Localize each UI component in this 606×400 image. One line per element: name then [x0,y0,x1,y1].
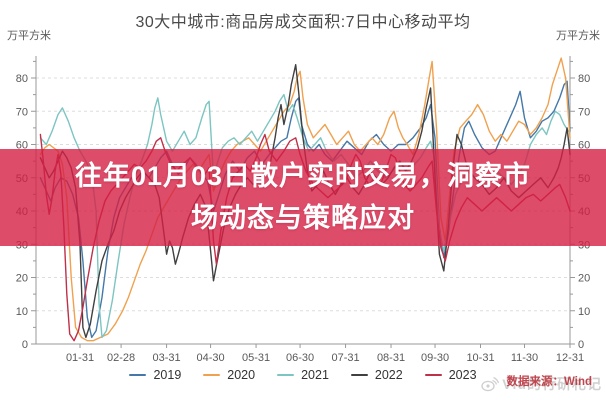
legend-label-2023: 2023 [448,368,477,382]
x-tick-label: 12-31 [556,352,584,364]
x-tick-label: 05-31 [242,352,270,364]
y-tick-label-left: 70 [16,106,28,118]
legend-label-2019: 2019 [153,368,182,382]
legend-swatch-2022 [350,373,368,377]
x-tick-label: 11-30 [511,352,538,364]
legend-item-2021: 2021 [277,368,329,382]
y-tick-label-left: 80 [16,73,28,85]
y-axis-unit-right: 万平方米 [556,30,600,42]
x-tick-label: 10-31 [466,352,494,364]
y-tick-label-right: 20 [578,273,590,285]
y-axis-unit-left: 万平方米 [7,30,51,42]
legend-item-2020: 2020 [203,368,255,382]
y-tick-label-left: 60 [16,140,28,152]
y-tick-label-left: 0 [22,339,28,351]
legend-label-2022: 2022 [374,368,403,382]
chart-legend: 2019 2020 2021 2022 2023 [0,368,606,382]
legend-swatch-2023 [424,373,442,377]
legend-item-2023: 2023 [424,368,477,382]
banner-text-line2: 场动态与策略应对 [191,202,415,233]
y-tick-label-right: 10 [578,306,590,318]
x-tick-label: 09-30 [421,352,449,364]
headline-overlay-banner: 往年01月03日散户实时交易，洞察市 场动态与策略应对 [0,149,606,246]
y-tick-label-right: 80 [578,73,590,85]
banner-text-line1: 往年01月03日散户实时交易，洞察市 [74,160,532,191]
legend-swatch-2020 [203,373,221,377]
legend-label-2020: 2020 [227,368,256,382]
y-tick-label-left: 20 [16,273,28,285]
x-tick-label: 04-30 [197,352,225,364]
watermark-gray: Vlu的行研札记 [481,374,602,394]
legend-item-2022: 2022 [350,368,403,382]
x-tick-label: 07-31 [331,352,359,364]
x-tick-label: 06-30 [286,352,314,364]
x-tick-label: 01-31 [66,352,94,364]
legend-swatch-2021 [277,373,295,377]
y-tick-label-right: 60 [578,140,590,152]
legend-item-2019: 2019 [129,368,181,382]
x-tick-label: 03-31 [152,352,180,364]
chart-title: 30大中城市:商品房成交面积:7日中心移动平均 [135,14,471,31]
y-tick-label-left: 10 [16,306,28,318]
watermark-gray-text: Vlu的行研札记 [502,376,602,392]
y-tick-label-right: 70 [578,106,590,118]
y-tick-label-right: 0 [578,339,584,351]
legend-swatch-2019 [129,373,147,377]
weibo-logo-icon [481,376,500,392]
x-tick-label: 08-31 [377,352,405,364]
legend-label-2021: 2021 [301,368,329,382]
x-tick-label: 02-28 [107,352,135,364]
watermark-data-source: 数据来源：Wind [506,376,593,388]
series-line-2020 [39,57,571,342]
